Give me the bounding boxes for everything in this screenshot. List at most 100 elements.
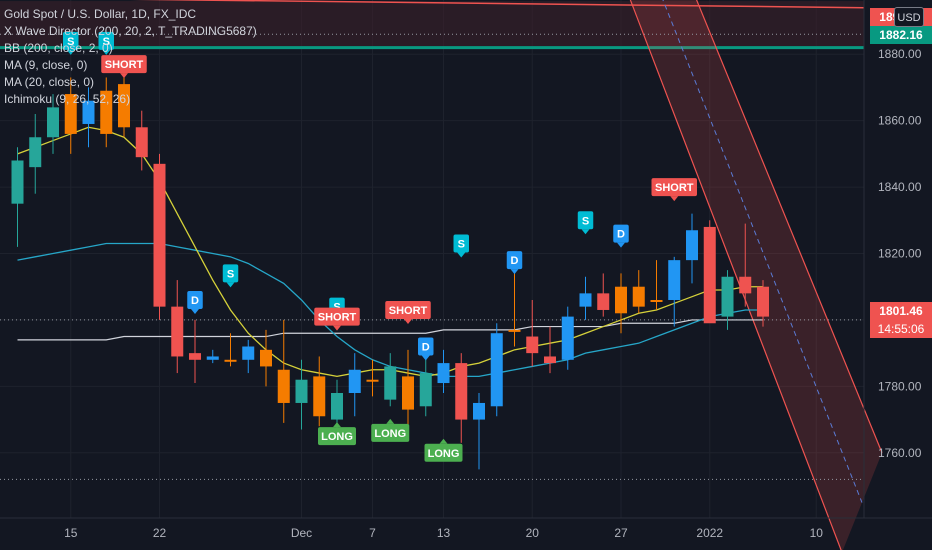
candle-body	[135, 127, 148, 158]
y-tick-label: 1880.00	[878, 47, 922, 61]
legend-panel: Gold Spot / U.S. Dollar, 1D, FX_IDC X Wa…	[4, 6, 257, 108]
signal-label: S	[227, 268, 234, 280]
x-tick-label: 13	[437, 526, 451, 540]
signal-pointer	[66, 49, 75, 55]
signal-pointer	[120, 73, 128, 79]
signal-badge	[314, 307, 360, 326]
candle-body	[508, 329, 521, 332]
signal-pointer	[510, 269, 519, 275]
y-tick-label: 1840.00	[878, 180, 922, 194]
signal-pointer	[191, 309, 199, 314]
ichimoku-cloud-band	[0, 1, 864, 48]
signal-label: D	[511, 255, 519, 267]
candle-body	[118, 84, 130, 128]
candle-body	[419, 373, 432, 407]
symbol-title[interactable]: Gold Spot / U.S. Dollar, 1D, FX_IDC	[4, 7, 197, 21]
signal-pointer	[617, 242, 625, 248]
signal-badge	[222, 264, 239, 283]
green-price-tag: 1882.16	[870, 26, 932, 44]
channel-upper-line	[695, 0, 883, 454]
candle-body	[526, 336, 539, 354]
signal-badge	[506, 251, 523, 270]
signal-badge	[577, 211, 594, 230]
candle-body	[384, 366, 397, 400]
candle-body	[490, 333, 503, 407]
candle-body	[153, 163, 166, 307]
signal-label: LONG	[321, 431, 353, 443]
signal-badge	[98, 31, 114, 50]
signal-badge	[385, 300, 431, 319]
x-tick-label: 27	[614, 526, 628, 540]
candle-body	[544, 356, 556, 364]
indicator-ma20[interactable]: MA (20, close, 0)	[4, 75, 95, 89]
candle-body	[47, 107, 59, 138]
candle-body	[597, 293, 610, 310]
signal-badge	[424, 443, 463, 462]
candle-body	[82, 100, 95, 124]
signal-pointer	[102, 49, 111, 55]
x-tick-label: Dec	[291, 526, 312, 540]
candle-body	[739, 276, 752, 294]
candle-body	[348, 369, 361, 393]
signal-label: SHORT	[655, 182, 694, 194]
indicator-bb[interactable]: BB (200, close, 2, 0)	[4, 41, 113, 55]
signal-badge	[101, 55, 147, 74]
x-tick-label: 20	[526, 526, 540, 540]
signal-pointer	[226, 282, 235, 288]
candle-body	[615, 286, 627, 314]
regression-channel-fill	[630, 0, 882, 550]
signal-badge	[63, 31, 79, 50]
signal-label: SHORT	[389, 305, 428, 317]
indicator-xwave[interactable]: X Wave Director (200, 20, 2, T_TRADING56…	[4, 24, 257, 38]
candle-body	[206, 356, 219, 360]
indicator-ichimoku[interactable]: Ichimoku (9, 26, 52, 26)	[4, 92, 131, 106]
signal-label: D	[617, 229, 625, 241]
candle-body	[11, 160, 24, 204]
x-tick-label: 15	[64, 526, 78, 540]
countdown-tag: 14:55:06	[870, 320, 932, 338]
last-price-tag: 1801.46	[870, 302, 932, 320]
signal-pointer	[439, 438, 448, 444]
signal-pointer	[386, 418, 395, 424]
candle-body	[242, 346, 255, 360]
indicator-ma9[interactable]: MA (9, close, 0)	[4, 58, 88, 72]
signal-badge	[318, 427, 356, 446]
signal-pointer	[457, 252, 466, 258]
candle-body	[437, 363, 450, 384]
x-tick-label: 22	[153, 526, 167, 540]
x-tick-label: 7	[369, 526, 376, 540]
signal-pointer	[670, 196, 679, 202]
candle-body	[277, 369, 290, 403]
signal-badge	[371, 423, 410, 442]
candle-body	[473, 402, 485, 420]
signal-label: D	[191, 295, 199, 307]
signal-label: S	[103, 36, 110, 48]
signal-pointer	[333, 422, 341, 428]
signal-pointer	[421, 355, 430, 361]
signal-label: SHORT	[105, 59, 144, 71]
signal-label: SHORT	[318, 312, 357, 324]
candle-body	[295, 379, 308, 403]
candle-body	[171, 306, 184, 357]
candle-body	[189, 353, 201, 360]
signal-label: LONG	[428, 448, 460, 460]
signal-label: S	[582, 215, 589, 227]
candle-body	[579, 293, 592, 307]
x-tick-label: 10	[810, 526, 824, 540]
signal-label: LONG	[374, 428, 406, 440]
signal-badge	[418, 337, 434, 356]
candle-body	[100, 90, 113, 134]
y-tick-label: 1780.00	[878, 379, 922, 393]
candle-body	[224, 359, 237, 362]
bb-upper-line	[130, 0, 865, 9]
currency-button[interactable]: USD	[894, 7, 924, 27]
candle-body	[721, 276, 734, 317]
bb-basis-line	[17, 319, 763, 341]
candle-body	[561, 316, 574, 360]
x-tick-label: 2022	[696, 526, 723, 540]
signal-badge	[187, 291, 203, 309]
candle-body	[668, 260, 681, 300]
candle-body	[402, 376, 414, 410]
y-tick-label: 1760.00	[878, 446, 922, 460]
